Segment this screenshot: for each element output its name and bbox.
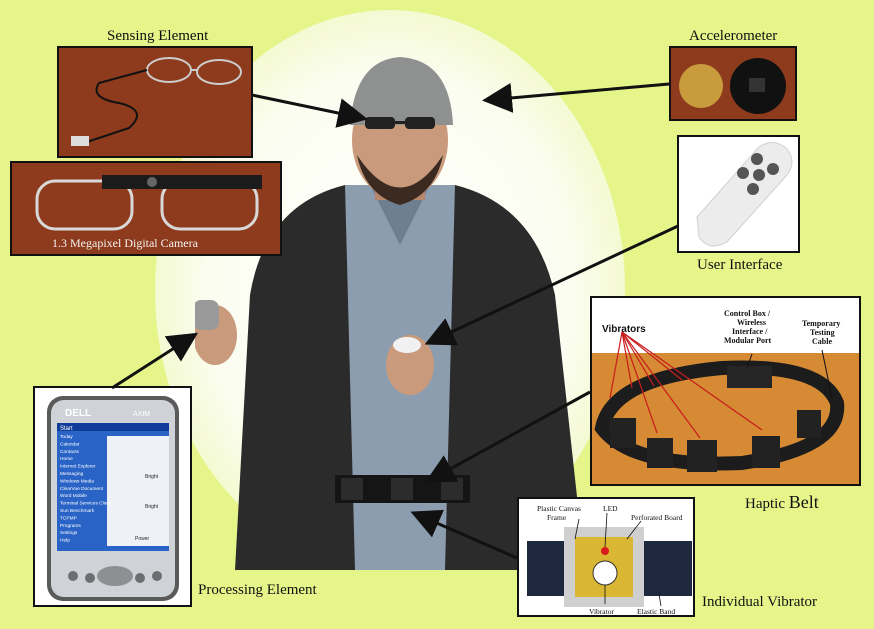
pda-model: AXIM — [133, 411, 150, 418]
pda-side-1: Bright — [145, 474, 159, 480]
vibrator-label-canvas-1: Plastic Canvas — [537, 504, 581, 513]
pda-menu-item: Help — [60, 538, 70, 544]
belt-label-control-box-2: Wireless — [737, 318, 766, 327]
belt-label-control-box-1: Control Box / — [724, 309, 771, 318]
pda-menu-item: Home — [60, 456, 73, 462]
label-haptic-belt-prefix: Haptic — [745, 496, 789, 512]
pda-menu-item: ClearVue Document — [60, 486, 104, 492]
pda-menu-item: Today — [60, 434, 73, 440]
pda-menu-item: Word Mobile — [60, 493, 87, 499]
pda-menu-item: Calendar — [60, 441, 80, 447]
vibrator-label-led: LED — [603, 504, 618, 513]
belt-label-control-box-4: Modular Port — [724, 336, 772, 345]
pda-menu-item: Messaging — [60, 471, 84, 477]
person-photo — [195, 57, 585, 570]
user-interface-photo — [677, 135, 800, 253]
pda-side-2: Bright — [145, 504, 159, 510]
vibrator-label-band: Elastic Band — [637, 607, 675, 616]
belt-label-control-box-3: Interface / — [732, 327, 768, 336]
belt-label-vibrators: Vibrators — [602, 324, 646, 335]
pda-footer: Power — [135, 536, 150, 542]
label-haptic-belt: Haptic Belt — [745, 492, 819, 513]
camera-photo — [10, 161, 282, 256]
label-individual-vibrator: Individual Vibrator — [702, 594, 818, 610]
label-accelerometer: Accelerometer — [689, 28, 778, 44]
belt-label-cable-1: Temporary — [802, 319, 840, 328]
pda-menu-item: Internet Explorer — [60, 464, 96, 470]
label-processing-element: Processing Element — [198, 582, 317, 598]
pda-menu-item: Programs — [60, 523, 81, 529]
belt-label-cable-2: Testing — [810, 328, 835, 337]
label-haptic-belt-suffix: Belt — [788, 492, 819, 512]
processing-element-photo: DELL AXIM Start Today Calendar Contacts Hom… — [33, 386, 192, 607]
vibrator-label-board: Perforated Board — [631, 513, 683, 522]
sensing-element-photo — [57, 46, 253, 158]
pda-start: Start — [60, 426, 73, 432]
pda-menu-item: Windows Media — [60, 478, 94, 484]
pda-menu-item: TCPMP — [60, 515, 77, 521]
pda-brand: DELL — [65, 408, 91, 419]
belt-label-cable-3: Cable — [812, 337, 832, 346]
pda-menu-item: Sun Benchmark — [60, 508, 95, 514]
accelerometer-photo — [669, 46, 797, 121]
vibrator-label-canvas-2: Frame — [547, 513, 567, 522]
vibrator-label-vibrator: Vibrator — [589, 607, 614, 616]
label-sensing-element: Sensing Element — [107, 28, 209, 44]
individual-vibrator-diagram: Plastic Canvas Frame LED Perforated Boar… — [517, 497, 695, 617]
label-camera: 1.3 Megapixel Digital Camera — [52, 236, 198, 250]
pda-menu-item: Terminal Services Client — [60, 501, 112, 507]
pda-menu-item: Contacts — [60, 449, 80, 455]
label-user-interface: User Interface — [697, 257, 783, 273]
pda-menu-item: Settings — [60, 530, 78, 536]
haptic-belt-photo: Vibrators Control Box / Wireless Interfa… — [590, 296, 861, 486]
